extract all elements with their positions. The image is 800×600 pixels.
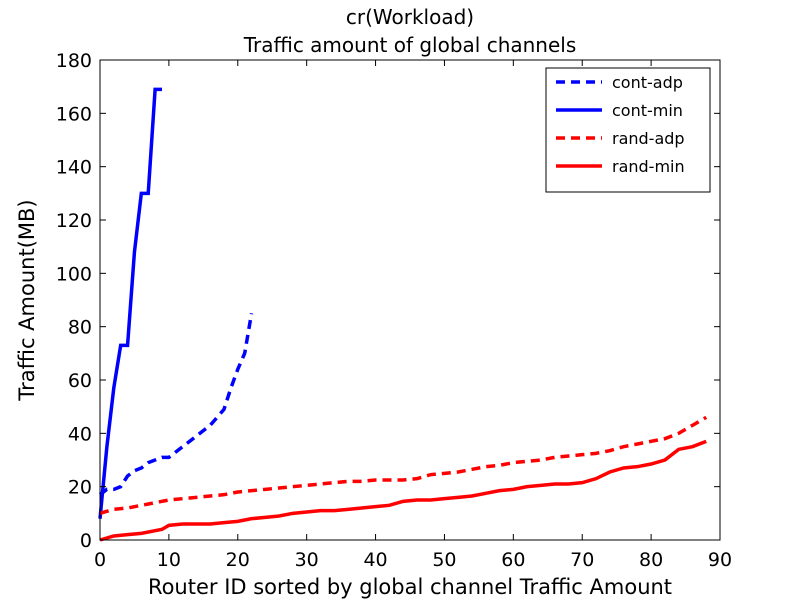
y-tick-label: 80 <box>68 317 92 339</box>
legend: cont-adp cont-min rand-adp rand-min <box>545 67 711 193</box>
series-layer <box>98 87 708 542</box>
series-line-cont-adp <box>98 313 254 497</box>
x-axis-label: Router ID sorted by global channel Traff… <box>148 575 672 599</box>
y-tick-label: 60 <box>68 370 92 392</box>
x-tick-label: 50 <box>432 549 456 571</box>
series-line-rand-adp <box>99 415 708 516</box>
legend-label-cont-adp: cont-adp <box>612 73 683 92</box>
x-tick-label: 60 <box>501 549 525 571</box>
plot-frame <box>99 59 721 541</box>
y-tick-label: 140 <box>56 157 92 179</box>
y-tick-label: 100 <box>56 263 92 285</box>
y-axis-label: Traffic Amount(MB) <box>15 199 39 401</box>
ticks-layer: 0 10 20 30 40 50 60 70 80 90 0 20 40 60 80 100 120 140 160… <box>56 50 732 571</box>
x-tick-label: 90 <box>708 549 732 571</box>
x-tick-label: 10 <box>157 549 181 571</box>
y-tick-label: 0 <box>80 530 92 552</box>
x-tick-label: 0 <box>94 549 106 571</box>
x-tick-label: 80 <box>639 549 663 571</box>
x-tick-label: 20 <box>226 549 250 571</box>
legend-box <box>545 67 711 193</box>
y-tick-label: 160 <box>56 103 92 125</box>
chart-subtitle: Traffic amount of global channels <box>243 33 577 57</box>
chart-title: cr(Workload) <box>346 5 474 29</box>
series-line-cont-min <box>98 87 162 519</box>
y-tick-label: 20 <box>68 477 92 499</box>
legend-label-rand-adp: rand-adp <box>612 129 685 148</box>
x-tick-label: 70 <box>570 549 594 571</box>
x-tick-label: 30 <box>295 549 319 571</box>
y-tick-label: 120 <box>56 210 92 232</box>
legend-label-cont-min: cont-min <box>612 101 683 120</box>
x-tick-label: 40 <box>363 549 387 571</box>
y-tick-label: 40 <box>68 423 92 445</box>
y-tick-label: 180 <box>56 50 92 72</box>
legend-label-rand-min: rand-min <box>612 157 685 176</box>
legend-items: cont-adp cont-min rand-adp rand-min <box>556 73 685 176</box>
series-line-rand-min <box>99 439 707 542</box>
